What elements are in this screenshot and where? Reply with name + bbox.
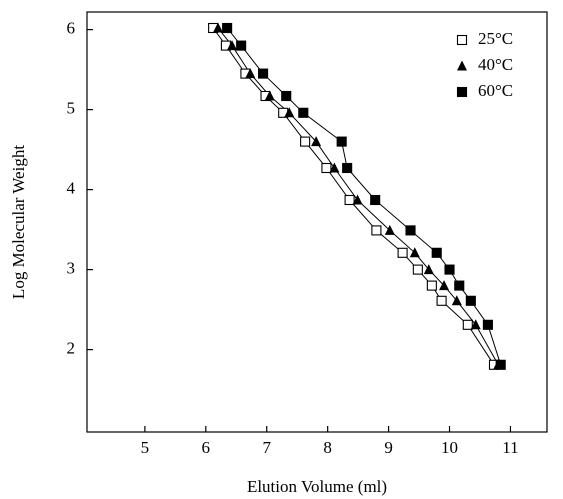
legend-marker bbox=[456, 34, 468, 46]
data-point bbox=[321, 162, 332, 174]
data-point bbox=[436, 295, 447, 306]
data-point bbox=[462, 319, 473, 330]
data-point bbox=[258, 68, 269, 79]
data-point bbox=[482, 319, 493, 330]
x-tick-label: 5 bbox=[141, 438, 150, 457]
data-point bbox=[409, 247, 420, 258]
data-point bbox=[412, 264, 423, 275]
data-point bbox=[342, 162, 353, 174]
data-point bbox=[431, 247, 442, 258]
plot-frame bbox=[86, 11, 548, 433]
data-point bbox=[311, 136, 322, 147]
data-point bbox=[336, 136, 347, 147]
data-point bbox=[281, 90, 292, 102]
data-point bbox=[397, 247, 408, 258]
x-tick-label: 6 bbox=[202, 438, 211, 457]
data-point bbox=[426, 280, 437, 291]
x-tick-label: 9 bbox=[384, 438, 393, 457]
data-point bbox=[470, 319, 481, 330]
data-point bbox=[329, 162, 340, 173]
legend-marker bbox=[456, 86, 468, 98]
data-point bbox=[236, 40, 247, 51]
legend-marker bbox=[457, 60, 467, 71]
data-point bbox=[352, 194, 363, 205]
x-axis-label: Elution Volume (ml) bbox=[247, 477, 387, 496]
data-point bbox=[405, 225, 416, 236]
x-tick-label: 7 bbox=[262, 438, 271, 457]
x-tick-label: 10 bbox=[441, 438, 458, 457]
y-tick-label: 2 bbox=[67, 339, 76, 358]
data-point bbox=[370, 194, 381, 206]
legend-label: 60°C bbox=[478, 81, 513, 100]
data-point bbox=[264, 90, 275, 101]
y-tick-label: 5 bbox=[67, 99, 76, 118]
data-point bbox=[344, 194, 355, 206]
data-point bbox=[227, 40, 238, 51]
data-point bbox=[495, 359, 506, 370]
data-point bbox=[212, 22, 223, 33]
legend-label: 40°C bbox=[478, 55, 513, 74]
data-point bbox=[444, 264, 455, 275]
data-point bbox=[245, 68, 256, 79]
data-point bbox=[284, 107, 295, 118]
data-point bbox=[465, 295, 476, 306]
y-axis-label: Log Molecular Weight bbox=[9, 145, 28, 299]
data-point bbox=[222, 22, 233, 34]
data-point bbox=[300, 136, 311, 147]
data-point bbox=[451, 295, 462, 306]
data-point bbox=[454, 280, 465, 291]
data-point bbox=[371, 225, 382, 236]
legend-label: 25°C bbox=[478, 29, 513, 48]
x-tick-label: 11 bbox=[502, 438, 518, 457]
y-tick-label: 6 bbox=[67, 19, 76, 38]
y-tick-label: 3 bbox=[67, 259, 76, 278]
series-line bbox=[226, 27, 502, 365]
data-point bbox=[439, 280, 450, 291]
data-point bbox=[423, 264, 434, 275]
y-tick-label: 4 bbox=[67, 179, 76, 198]
data-point bbox=[384, 224, 395, 235]
data-point bbox=[298, 107, 309, 118]
x-tick-label: 8 bbox=[323, 438, 332, 457]
